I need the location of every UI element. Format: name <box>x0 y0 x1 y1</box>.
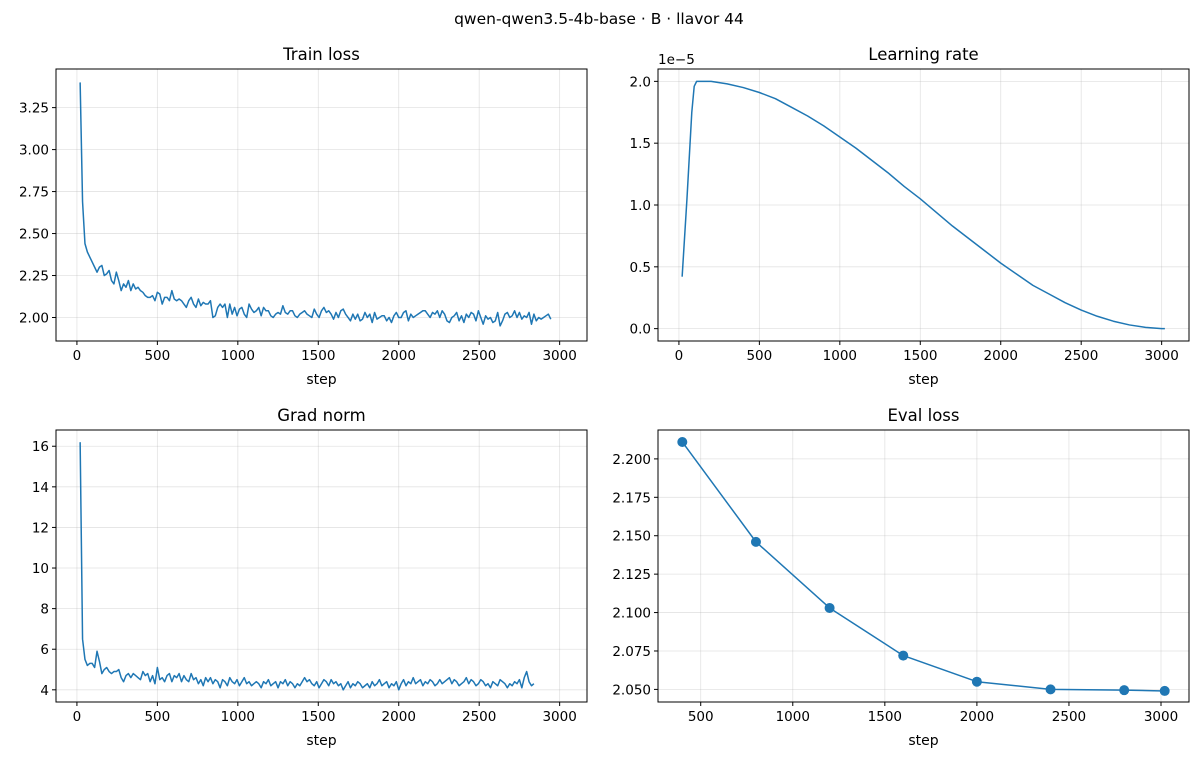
eval-loss-y-tick-label: 2.200 <box>612 452 651 468</box>
eval-loss-x-tick-label: 1500 <box>868 709 902 725</box>
eval-loss-y-tick-label: 2.150 <box>612 529 651 545</box>
learning-rate-title: Learning rate <box>868 45 978 64</box>
eval-loss-x-tick-label: 500 <box>688 709 714 725</box>
train-loss-series-line <box>79 82 552 327</box>
train-loss-x-tick-label: 3000 <box>542 348 576 364</box>
grad-norm-y-tick-label: 12 <box>32 520 49 536</box>
grad-norm-y-tick-label: 6 <box>40 642 49 658</box>
train-loss-title: Train loss <box>282 45 360 64</box>
eval-loss-x-tick-label: 2000 <box>960 709 994 725</box>
train-loss-y-tick-label: 2.00 <box>19 310 49 326</box>
grad-norm-x-tick-label: 1500 <box>301 709 335 725</box>
train-loss-x-axis-label: step <box>306 372 336 388</box>
eval-loss-data-point <box>898 650 909 661</box>
eval-loss-x-tick-label: 3000 <box>1144 709 1178 725</box>
learning-rate-panel: 0 500 1000 1500 2000 2500 3000 0.0 0.5 1.0 1.5 2.0 1… <box>630 45 1190 388</box>
learning-rate-series-line <box>681 80 1165 330</box>
grad-norm-y-tick-label: 14 <box>32 480 49 496</box>
eval-loss-title: Eval loss <box>887 406 959 425</box>
eval-loss-axes-frame <box>657 429 1190 703</box>
eval-loss-data-point <box>750 536 761 547</box>
train-loss-x-tick-label: 500 <box>144 348 170 364</box>
learning-rate-y-tick-label: 0.0 <box>630 322 651 338</box>
grad-norm-x-tick-label: 2500 <box>462 709 496 725</box>
eval-loss-panel: 500 1000 1500 2000 2500 3000 2.050 2.075 2.100 2.… <box>612 406 1190 749</box>
train-loss-x-tick-label: 1500 <box>301 348 335 364</box>
grad-norm-y-tick-label: 4 <box>40 683 49 699</box>
grad-norm-title: Grad norm <box>277 406 366 425</box>
eval-loss-data-point <box>1119 685 1130 696</box>
grad-norm-x-axis-label: step <box>306 733 336 749</box>
grad-norm-x-tick-label: 3000 <box>542 709 576 725</box>
eval-loss-x-tick-label: 2500 <box>1052 709 1086 725</box>
train-loss-x-tick-label: 2500 <box>462 348 496 364</box>
eval-loss-data-point <box>824 602 835 613</box>
train-loss-y-tick-label: 3.00 <box>19 143 49 159</box>
learning-rate-x-axis-label: step <box>908 372 938 388</box>
train-loss-y-tick-label: 3.25 <box>19 101 49 117</box>
learning-rate-x-tick-label: 2500 <box>1064 348 1098 364</box>
learning-rate-y-tick-label: 0.5 <box>630 260 651 276</box>
eval-loss-y-tick-label: 2.125 <box>612 567 651 583</box>
grad-norm-x-tick-label: 2000 <box>382 709 416 725</box>
learning-rate-y-tick-label: 1.0 <box>630 198 651 214</box>
grad-norm-y-tick-label: 8 <box>40 602 49 618</box>
learning-rate-exponent-label: 1e−5 <box>658 52 695 68</box>
eval-loss-x-axis-label: step <box>908 733 938 749</box>
grad-norm-x-tick-label: 500 <box>144 709 170 725</box>
grad-norm-y-tick-label: 10 <box>32 561 49 577</box>
grad-norm-y-tick-label: 16 <box>32 439 49 455</box>
eval-loss-y-tick-label: 2.175 <box>612 490 651 506</box>
eval-loss-data-point <box>1159 685 1170 696</box>
learning-rate-y-tick-label: 1.5 <box>630 136 651 152</box>
train-loss-x-tick-label: 0 <box>73 348 82 364</box>
train-loss-y-tick-label: 2.75 <box>19 185 49 201</box>
learning-rate-y-tick-label: 2.0 <box>630 74 651 90</box>
eval-loss-y-tick-label: 2.050 <box>612 682 651 698</box>
grad-norm-x-tick-label: 0 <box>73 709 82 725</box>
learning-rate-x-tick-label: 2000 <box>984 348 1018 364</box>
grad-norm-panel: 0 500 1000 1500 2000 2500 3000 4 6 8 10 12 14 16 Grad … <box>32 406 588 749</box>
grad-norm-x-tick-label: 1000 <box>221 709 255 725</box>
train-loss-axes-frame <box>55 68 588 342</box>
learning-rate-x-tick-label: 1500 <box>903 348 937 364</box>
eval-loss-series-line <box>681 441 1165 692</box>
train-loss-x-tick-label: 1000 <box>221 348 255 364</box>
train-loss-panel: 0 500 1000 1500 2000 2500 3000 2.00 2.25 2.50 2.75… <box>19 45 588 388</box>
train-loss-x-tick-label: 2000 <box>382 348 416 364</box>
eval-loss-y-tick-label: 2.100 <box>612 606 651 622</box>
learning-rate-x-tick-label: 0 <box>675 348 684 364</box>
grad-norm-series-line <box>79 442 535 691</box>
eval-loss-y-tick-label: 2.075 <box>612 644 651 660</box>
eval-loss-data-point <box>971 676 982 687</box>
eval-loss-data-point <box>677 436 688 447</box>
train-loss-y-tick-label: 2.50 <box>19 227 49 243</box>
learning-rate-x-tick-label: 500 <box>746 348 772 364</box>
learning-rate-x-tick-label: 1000 <box>823 348 857 364</box>
eval-loss-data-point <box>1045 684 1056 695</box>
figure-suptitle: qwen-qwen3.5-4b-base · B · llavor 44 <box>454 10 744 28</box>
eval-loss-x-tick-label: 1000 <box>776 709 810 725</box>
learning-rate-x-tick-label: 3000 <box>1144 348 1178 364</box>
grad-norm-axes-frame <box>55 429 588 703</box>
train-loss-y-tick-label: 2.25 <box>19 269 49 285</box>
